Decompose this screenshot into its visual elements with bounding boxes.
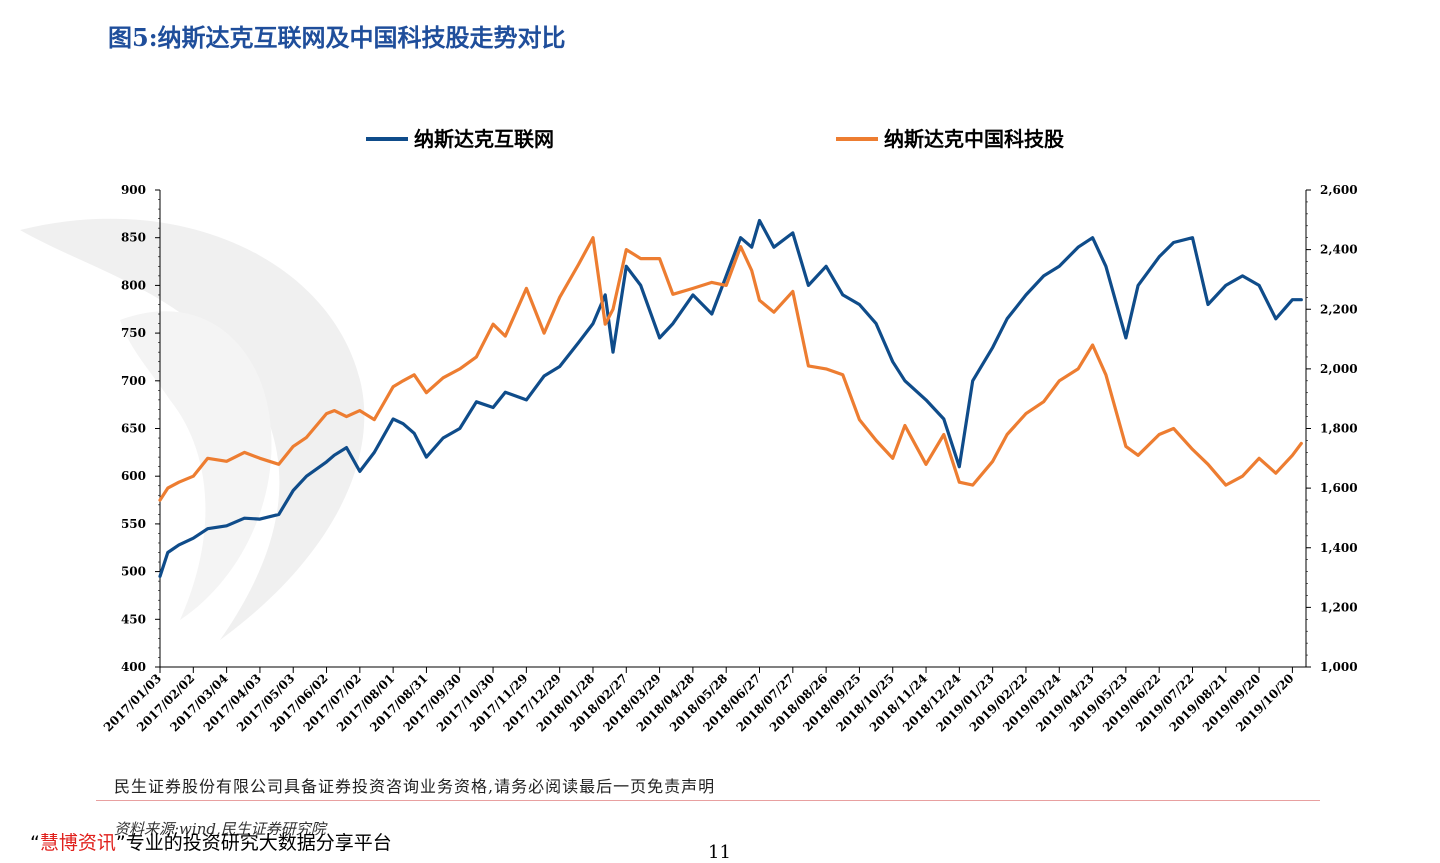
y-left-tick-label: 900 xyxy=(121,183,146,197)
y-left-tick-label: 600 xyxy=(121,469,146,483)
chart-area: 纳斯达克互联网 纳斯达克中国科技股 400 450 500 550 600 650 700 7… xyxy=(101,127,1358,735)
legend-label-internet: 纳斯达克互联网 xyxy=(414,127,554,151)
y-left-tick-label: 700 xyxy=(121,374,146,388)
legend: 纳斯达克互联网 纳斯达克中国科技股 xyxy=(366,127,1064,151)
figure-title: 图5:纳斯达克互联网及中国科技股走势对比 xyxy=(108,23,566,52)
series-line-china-tech xyxy=(158,236,1303,502)
y-right-tick-label: 2,000 xyxy=(1320,362,1358,376)
y-left-tick-label: 550 xyxy=(121,517,146,531)
y-left-tick-label: 650 xyxy=(121,422,146,436)
slogan-close-quote: ” xyxy=(115,832,126,854)
y-left-tick-label: 750 xyxy=(121,326,146,340)
y-right-tick-label: 1,000 xyxy=(1320,660,1358,674)
series-lines xyxy=(158,218,1303,579)
y-right-tick-label: 1,800 xyxy=(1320,422,1358,436)
y-right-tick-label: 2,400 xyxy=(1320,243,1358,257)
slogan-text: 专业的投资研究大数据分享平台 xyxy=(125,832,392,854)
platform-slogan: “慧博资讯”专业的投资研究大数据分享平台 xyxy=(30,828,392,855)
y-left-tick-label: 800 xyxy=(121,278,146,292)
y-right-tick-label: 1,400 xyxy=(1320,541,1358,555)
brand-name: 慧博资讯 xyxy=(39,832,116,854)
footer-divider xyxy=(96,800,1320,801)
y-right-tick-label: 2,200 xyxy=(1320,302,1358,316)
y-left-tick-label: 450 xyxy=(121,612,146,626)
y-left-tick-label: 850 xyxy=(121,231,146,245)
legend-label-china-tech: 纳斯达克中国科技股 xyxy=(884,127,1064,151)
page-number: 11 xyxy=(708,842,731,863)
disclaimer-text: 民生证券股份有限公司具备证券投资咨询业务资格,请务必阅读最后一页免责声明 xyxy=(114,777,716,796)
y-left-tick-label: 500 xyxy=(121,565,146,579)
slogan-open-quote: “ xyxy=(30,832,40,854)
y-left-tick-label: 400 xyxy=(121,660,146,674)
y-right-tick-label: 2,600 xyxy=(1320,183,1358,197)
series-line-internet xyxy=(158,218,1303,579)
y-right-tick-label: 1,200 xyxy=(1320,600,1358,614)
y-right-tick-label: 1,600 xyxy=(1320,481,1358,495)
source-note: 资料来源:wind,民生证券研究院 xyxy=(114,820,326,838)
